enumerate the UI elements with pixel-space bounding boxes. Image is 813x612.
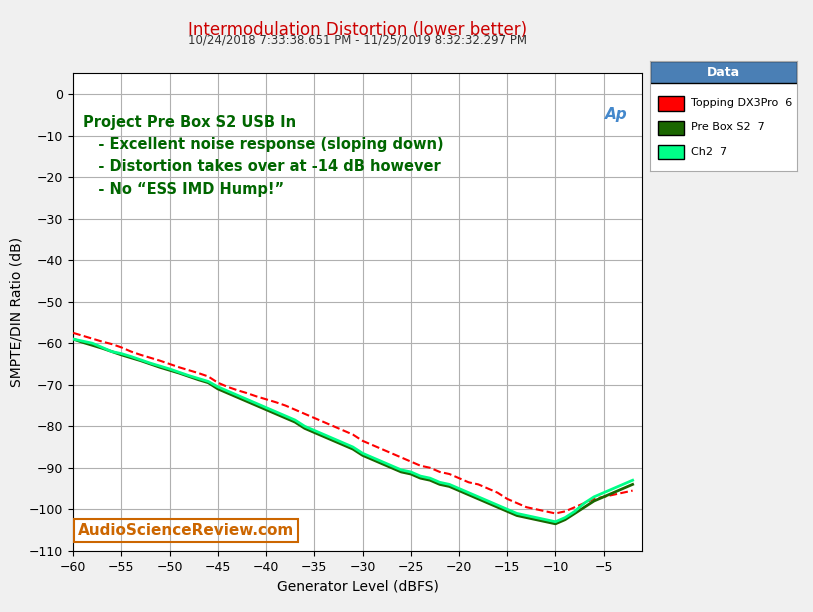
Text: Intermodulation Distortion (lower better): Intermodulation Distortion (lower better… (188, 21, 528, 39)
Text: Topping DX3Pro  6: Topping DX3Pro 6 (691, 98, 793, 108)
Text: Data: Data (707, 65, 740, 79)
Y-axis label: SMPTE/DIN Ratio (dB): SMPTE/DIN Ratio (dB) (10, 237, 24, 387)
Text: Pre Box S2  7: Pre Box S2 7 (691, 122, 765, 132)
Text: Ap: Ap (605, 106, 628, 122)
Text: Ch2  7: Ch2 7 (691, 146, 728, 157)
FancyBboxPatch shape (650, 61, 797, 83)
Text: 10/24/2018 7:33:38.651 PM - 11/25/2019 8:32:32.297 PM: 10/24/2018 7:33:38.651 PM - 11/25/2019 8… (189, 34, 527, 47)
Text: Project Pre Box S2 USB In
   - Excellent noise response (sloping down)
   - Dist: Project Pre Box S2 USB In - Excellent no… (83, 115, 443, 196)
FancyBboxPatch shape (658, 145, 684, 159)
FancyBboxPatch shape (658, 121, 684, 135)
FancyBboxPatch shape (658, 97, 684, 111)
X-axis label: Generator Level (dBFS): Generator Level (dBFS) (276, 579, 439, 593)
Text: AudioScienceReview.com: AudioScienceReview.com (78, 523, 294, 539)
